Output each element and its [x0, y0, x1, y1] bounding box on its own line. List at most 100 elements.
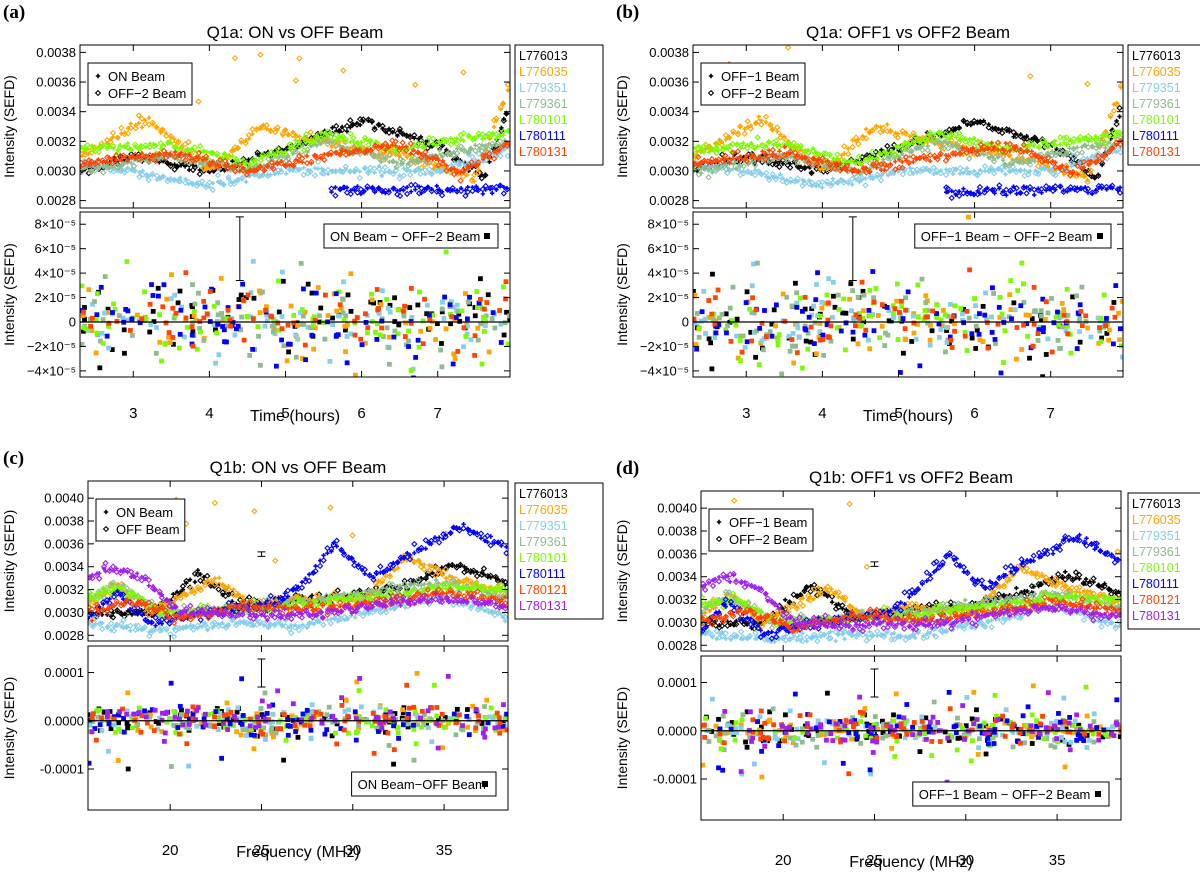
data-point	[344, 334, 350, 339]
data-point	[447, 150, 454, 158]
data-point	[418, 154, 425, 161]
data-point	[1093, 144, 1100, 152]
data-point	[299, 155, 306, 162]
data-point	[225, 174, 232, 181]
data-point	[324, 166, 332, 174]
data-point	[873, 286, 879, 291]
data-point	[817, 313, 823, 319]
data-point	[705, 144, 713, 151]
data-point	[501, 332, 507, 338]
data-point	[472, 352, 477, 358]
data-point	[694, 153, 702, 161]
data-point	[259, 151, 267, 158]
data-point	[769, 333, 775, 339]
data-point	[819, 299, 825, 305]
data-point	[168, 296, 174, 302]
data-point	[257, 310, 263, 316]
data-point	[1057, 183, 1064, 190]
data-point	[92, 299, 97, 304]
data-point	[183, 270, 189, 276]
data-point	[998, 370, 1004, 376]
data-point	[95, 158, 102, 166]
data-point	[172, 149, 178, 155]
data-point	[923, 314, 929, 320]
data-point	[1071, 162, 1076, 167]
data-point	[903, 307, 908, 313]
data-point	[450, 152, 457, 160]
legend-box	[323, 223, 499, 249]
data-point	[708, 155, 716, 163]
data-point	[1061, 312, 1067, 318]
data-point	[766, 176, 773, 184]
data-point	[728, 338, 734, 344]
panel-a-bottom-ylabel: Intensity (SEFD)	[1, 243, 17, 346]
data-point	[177, 288, 183, 294]
data-point	[172, 313, 178, 319]
data-point	[324, 140, 331, 148]
data-point	[977, 311, 982, 317]
data-point	[260, 167, 268, 174]
data-point	[1036, 327, 1042, 332]
data-point	[454, 150, 461, 157]
data-point	[981, 163, 989, 170]
data-point	[378, 143, 386, 150]
data-point	[739, 349, 745, 355]
data-point	[279, 326, 285, 332]
data-point	[742, 345, 748, 350]
data-point	[500, 190, 507, 197]
data-point	[332, 149, 340, 156]
data-point	[463, 567, 470, 574]
data-point	[451, 351, 457, 357]
data-point	[154, 143, 159, 148]
data-point	[159, 173, 167, 180]
data-point	[744, 153, 749, 158]
data-point	[1098, 183, 1105, 190]
data-point	[275, 145, 282, 152]
data-point	[291, 320, 297, 326]
data-point	[308, 158, 315, 165]
data-point	[493, 130, 500, 138]
data-point	[396, 125, 404, 133]
data-point	[320, 621, 327, 629]
data-point	[1013, 168, 1020, 176]
data-point	[967, 136, 973, 142]
panel-b-top-points	[693, 45, 1123, 202]
data-point	[312, 317, 318, 323]
data-point	[85, 147, 90, 153]
data-point	[838, 161, 843, 166]
data-point	[758, 171, 765, 178]
data-point	[1084, 80, 1091, 88]
data-point	[194, 571, 202, 578]
data-point	[81, 159, 89, 166]
data-point	[175, 177, 182, 185]
data-point	[926, 151, 934, 159]
data-point	[91, 167, 99, 174]
data-point	[81, 328, 86, 334]
data-point	[984, 317, 989, 323]
data-point	[927, 342, 933, 348]
data-point	[455, 308, 461, 314]
data-point	[304, 153, 310, 159]
data-point	[357, 169, 362, 174]
data-point	[158, 624, 165, 631]
data-point	[401, 577, 408, 585]
data-point	[467, 605, 474, 612]
data-point	[432, 153, 439, 161]
data-point	[177, 178, 184, 185]
data-point	[913, 166, 921, 173]
data-point	[1117, 141, 1123, 148]
data-point	[866, 168, 873, 175]
data-point	[740, 143, 747, 150]
data-point	[166, 151, 174, 158]
data-point	[996, 304, 1002, 310]
data-point	[702, 316, 708, 322]
data-point	[259, 171, 266, 179]
data-point	[386, 334, 392, 340]
data-point	[780, 135, 788, 142]
data-point	[811, 303, 817, 309]
panel-b-title: Q1a: OFF1 vs OFF2 Beam	[806, 23, 1010, 42]
data-point	[332, 192, 339, 199]
data-point	[433, 167, 440, 175]
data-point	[439, 151, 446, 159]
data-point	[793, 343, 799, 349]
